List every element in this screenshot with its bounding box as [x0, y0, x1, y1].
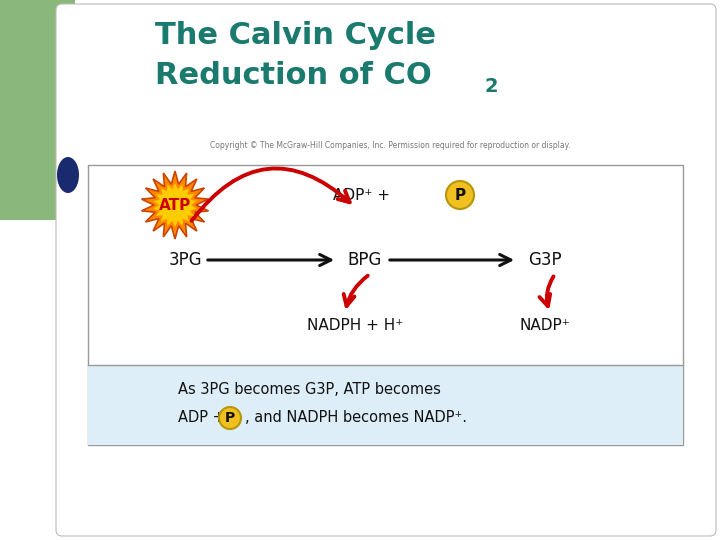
Bar — [88, 365, 683, 445]
Circle shape — [219, 407, 241, 429]
Ellipse shape — [57, 157, 79, 193]
Text: 2: 2 — [485, 77, 499, 96]
Text: ADP⁺ +: ADP⁺ + — [333, 187, 395, 202]
Text: NADP⁺: NADP⁺ — [520, 318, 570, 333]
Text: P: P — [454, 187, 466, 202]
Text: As 3PG becomes G3P, ATP becomes: As 3PG becomes G3P, ATP becomes — [178, 382, 441, 397]
Bar — [88, 165, 683, 445]
Text: 3PG: 3PG — [168, 251, 202, 269]
Text: Reduction of CO: Reduction of CO — [155, 61, 432, 90]
Text: The Calvin Cycle: The Calvin Cycle — [155, 21, 436, 50]
Text: , and NADPH becomes NADP⁺.: , and NADPH becomes NADP⁺. — [245, 410, 467, 426]
Text: BPG: BPG — [348, 251, 382, 269]
Text: ADP +: ADP + — [178, 410, 230, 426]
Circle shape — [446, 181, 474, 209]
Text: G3P: G3P — [528, 251, 562, 269]
Text: Copyright © The McGraw-Hill Companies, Inc. Permission required for reproduction: Copyright © The McGraw-Hill Companies, I… — [210, 141, 570, 150]
Polygon shape — [142, 171, 209, 239]
FancyBboxPatch shape — [56, 4, 716, 536]
Text: NADPH + H⁺: NADPH + H⁺ — [307, 318, 403, 333]
Text: ATP: ATP — [159, 198, 191, 213]
Polygon shape — [153, 183, 197, 227]
Text: P: P — [225, 411, 235, 425]
Bar — [0, 0, 75, 220]
